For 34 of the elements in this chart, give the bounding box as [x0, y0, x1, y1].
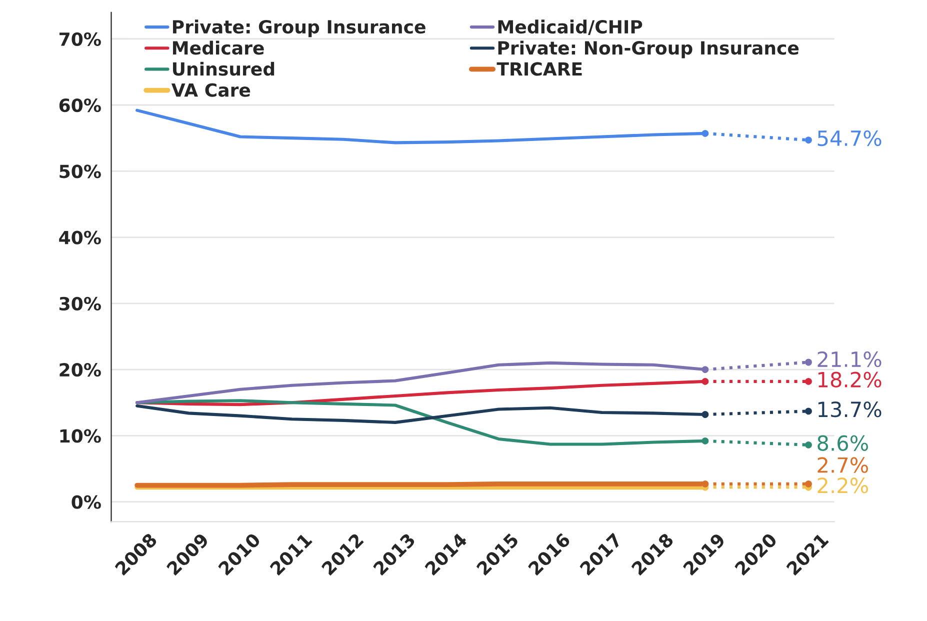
legend-label: Medicare — [173, 40, 264, 55]
point — [702, 378, 709, 385]
point — [805, 378, 812, 385]
point — [702, 130, 709, 137]
data-label: 8.6% — [818, 435, 868, 451]
y-tick-label: 70% — [60, 32, 101, 46]
point — [702, 411, 709, 418]
data-label: 2.2% — [818, 478, 868, 494]
y-tick-label: 30% — [60, 296, 101, 311]
y-tick-label: 40% — [59, 230, 101, 244]
data-label: 21.1% — [818, 351, 882, 368]
point — [805, 358, 812, 366]
y-tick-label: 50% — [60, 164, 101, 178]
y-tick-label: 0% — [72, 495, 101, 509]
legend-label: Medicaid/CHIP — [498, 20, 642, 36]
point — [702, 366, 709, 374]
point — [702, 480, 709, 488]
legend-label: Private: Group Insurance — [173, 20, 426, 38]
data-label: 13.7% — [818, 401, 882, 418]
legend-label: VA Care — [171, 83, 250, 97]
point — [805, 136, 812, 144]
legend-label: Uninsured — [173, 62, 274, 76]
point — [805, 408, 812, 415]
y-tick-label: 10% — [60, 429, 101, 443]
legend-label: TRICARE — [496, 62, 582, 76]
legend-label: Private: Non-Group Insurance — [498, 40, 799, 58]
point — [805, 480, 812, 488]
data-label: 18.2% — [818, 372, 882, 388]
y-tick-label: 60% — [59, 98, 101, 112]
point — [702, 437, 709, 444]
data-label: 2.7% — [818, 457, 868, 473]
data-label: 54.7% — [818, 130, 882, 146]
y-tick-label: 20% — [60, 362, 101, 377]
point — [805, 441, 812, 448]
